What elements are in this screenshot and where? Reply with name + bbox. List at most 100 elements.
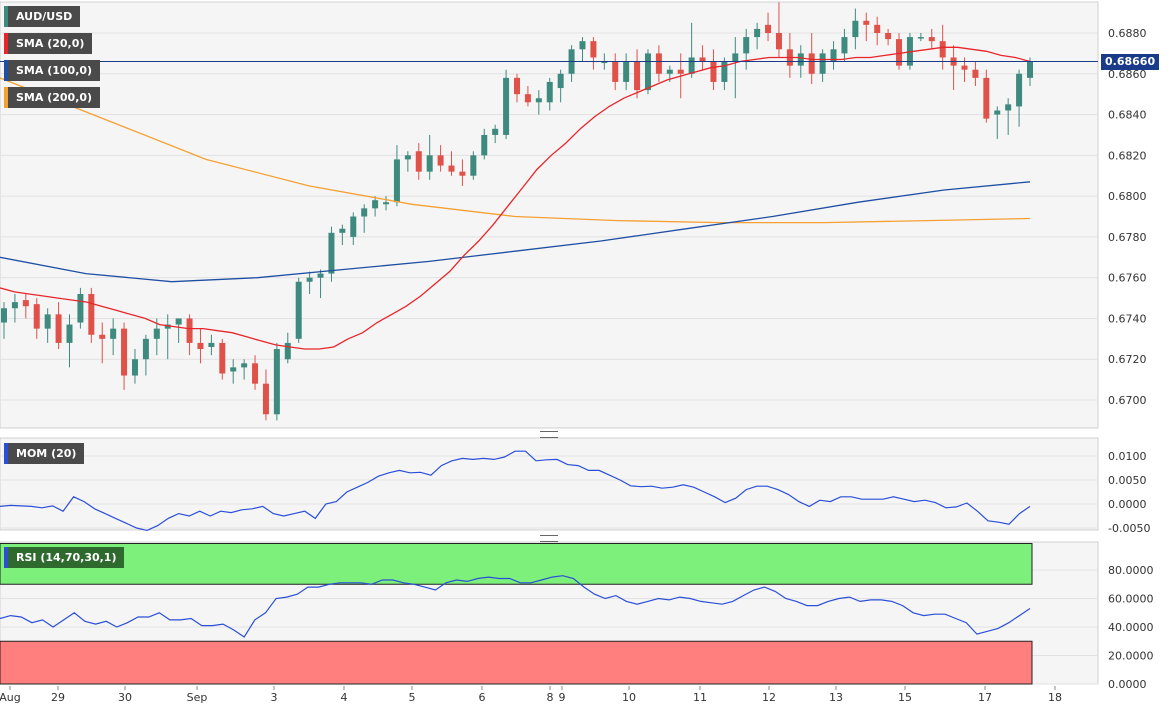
candle-body-29 bbox=[317, 273, 324, 278]
sma200-color-marker bbox=[4, 87, 8, 108]
candle-body-93 bbox=[1016, 73, 1023, 107]
x-axis-label-10: 10 bbox=[622, 691, 636, 704]
sma20-legend-text: SMA (20,0) bbox=[16, 37, 85, 50]
candle-body-23 bbox=[252, 363, 259, 384]
candle-body-66 bbox=[721, 61, 728, 82]
candle-body-33 bbox=[361, 208, 368, 217]
candle-body-16 bbox=[175, 318, 182, 325]
candle-body-76 bbox=[830, 49, 837, 62]
candle-body-68 bbox=[743, 37, 750, 54]
candle-body-7 bbox=[77, 293, 84, 323]
mom-ytick-0-label: 0.0100 bbox=[1108, 450, 1147, 463]
candle-body-77 bbox=[841, 37, 848, 54]
candle-body-89 bbox=[972, 69, 979, 78]
candle-body-32 bbox=[350, 216, 357, 237]
x-axis-label-1: 29 bbox=[51, 691, 65, 704]
candle-body-15 bbox=[164, 324, 171, 329]
price-ytick-7-label: 0.6740 bbox=[1108, 312, 1147, 325]
candle-body-2 bbox=[22, 300, 29, 307]
pane-resize-handle-mom[interactable] bbox=[540, 431, 558, 438]
candle-body-40 bbox=[437, 155, 444, 166]
price-ytick-4-label: 0.6800 bbox=[1108, 190, 1147, 203]
mom-color-marker bbox=[4, 443, 8, 464]
x-axis-label-16: 18 bbox=[1048, 691, 1062, 704]
candle-body-67 bbox=[732, 53, 739, 62]
x-axis-label-11: 11 bbox=[693, 691, 707, 704]
candle-body-85 bbox=[928, 37, 935, 42]
price-pane-background bbox=[0, 1, 1099, 429]
mom-ytick-2-label: 0.0000 bbox=[1108, 498, 1147, 511]
symbol-text: AUD/USD bbox=[16, 10, 73, 23]
mom-ytick-3-label: -0.0050 bbox=[1108, 522, 1150, 535]
candle-body-59 bbox=[644, 53, 651, 91]
sma100-legend[interactable]: SMA (100,0) bbox=[4, 60, 101, 81]
candle-body-1 bbox=[11, 302, 18, 309]
candle-body-55 bbox=[601, 61, 608, 64]
candle-body-3 bbox=[33, 304, 40, 329]
x-axis-label-7: 6 bbox=[479, 691, 486, 704]
candle-body-57 bbox=[623, 61, 630, 82]
candle-body-21 bbox=[230, 367, 237, 372]
rsi-color-marker bbox=[4, 547, 8, 568]
price-ytick-9-label: 0.6700 bbox=[1108, 394, 1147, 407]
x-axis-label-6: 5 bbox=[409, 691, 416, 704]
candle-body-36 bbox=[393, 159, 400, 203]
candle-body-92 bbox=[1005, 104, 1012, 111]
candle-body-43 bbox=[470, 155, 477, 176]
candle-body-9 bbox=[99, 334, 106, 339]
rsi-overbought-zone bbox=[0, 543, 1033, 585]
x-axis-label-3: Sep bbox=[187, 691, 208, 704]
candle-body-38 bbox=[415, 151, 422, 172]
candle-body-45 bbox=[492, 128, 499, 135]
x-axis-label-14: 15 bbox=[898, 691, 912, 704]
candle-body-4 bbox=[44, 314, 51, 329]
candle-body-28 bbox=[306, 277, 313, 282]
rsi-legend-text: RSI (14,70,30,1) bbox=[16, 551, 117, 564]
sma20-legend[interactable]: SMA (20,0) bbox=[4, 33, 93, 54]
sma100-color-marker bbox=[4, 60, 8, 81]
candle-body-69 bbox=[754, 28, 761, 38]
last-price-box: 0.68660 bbox=[1101, 53, 1160, 70]
candle-body-27 bbox=[295, 281, 302, 339]
price-ytick-2-label: 0.6840 bbox=[1108, 109, 1147, 122]
symbol-color-marker bbox=[4, 6, 8, 27]
mom-legend-text: MOM (20) bbox=[16, 447, 77, 460]
pane-resize-handle-rsi[interactable] bbox=[540, 535, 558, 542]
price-ytick-0-label: 0.6880 bbox=[1108, 27, 1147, 40]
sma100-legend-text: SMA (100,0) bbox=[16, 64, 93, 77]
candle-body-88 bbox=[961, 65, 968, 70]
candle-body-24 bbox=[262, 383, 269, 415]
sma200-legend[interactable]: SMA (200,0) bbox=[4, 87, 101, 108]
price-ytick-8-label: 0.6720 bbox=[1108, 353, 1147, 366]
candle-body-25 bbox=[273, 349, 280, 415]
x-axis-label-12: 12 bbox=[762, 691, 776, 704]
candle-body-75 bbox=[819, 53, 826, 74]
candle-body-80 bbox=[874, 24, 881, 33]
candle-body-39 bbox=[426, 155, 433, 172]
candle-body-49 bbox=[535, 98, 542, 103]
candle-body-63 bbox=[688, 57, 695, 74]
sma20-color-marker bbox=[4, 33, 8, 54]
rsi-legend[interactable]: RSI (14,70,30,1) bbox=[4, 547, 125, 568]
candle-body-46 bbox=[503, 77, 510, 135]
candle-body-48 bbox=[524, 94, 531, 103]
candle-body-42 bbox=[459, 171, 466, 176]
rsi-ytick-4-label: 0.0000 bbox=[1108, 678, 1147, 691]
candle-body-51 bbox=[557, 73, 564, 89]
x-axis-label-2: 30 bbox=[118, 691, 132, 704]
candle-body-22 bbox=[241, 363, 248, 368]
candle-body-62 bbox=[677, 69, 684, 74]
candle-body-44 bbox=[481, 134, 488, 156]
mom-legend[interactable]: MOM (20) bbox=[4, 443, 85, 464]
candle-body-70 bbox=[765, 24, 772, 33]
candle-body-65 bbox=[710, 61, 717, 82]
rsi-ytick-2-label: 40.0000 bbox=[1108, 621, 1154, 634]
candle-body-53 bbox=[579, 41, 586, 50]
candle-body-82 bbox=[896, 39, 903, 66]
candle-body-13 bbox=[142, 338, 149, 360]
candle-body-58 bbox=[634, 61, 641, 91]
x-axis-label-13: 13 bbox=[829, 691, 843, 704]
candle-body-18 bbox=[197, 342, 204, 350]
candle-body-73 bbox=[797, 53, 804, 66]
